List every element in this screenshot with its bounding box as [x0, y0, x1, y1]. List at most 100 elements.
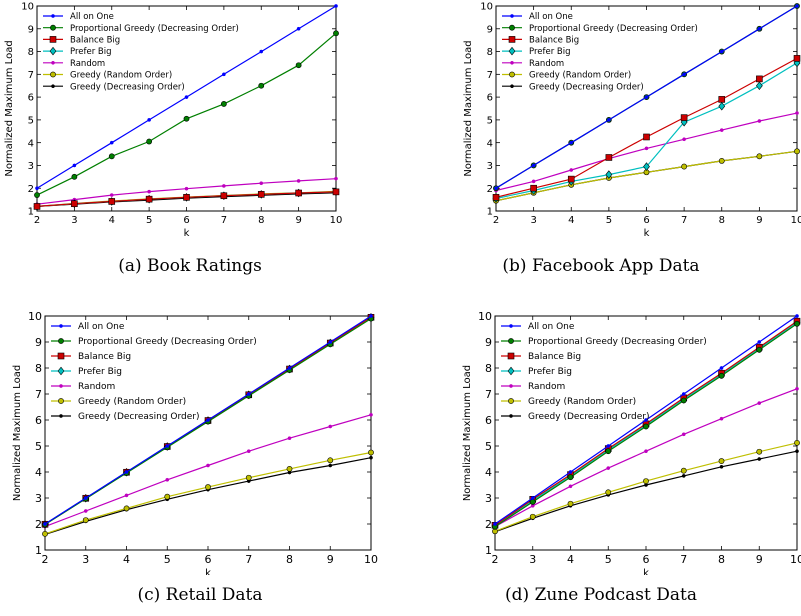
data-point — [755, 81, 763, 91]
data-point — [334, 4, 338, 8]
data-point — [719, 128, 724, 132]
chart-caption: (b) Facebook App Data — [502, 256, 700, 276]
y-axis-label: Normalized Maximum Load — [462, 365, 473, 501]
legend-marker — [57, 352, 65, 360]
legend-marker — [59, 414, 63, 418]
y-tick-label: 6 — [487, 93, 493, 104]
y-tick-label: 9 — [28, 24, 34, 35]
x-tick-label: 2 — [492, 553, 499, 566]
legend-marker — [507, 352, 515, 360]
data-point — [258, 82, 265, 89]
data-point — [795, 386, 799, 391]
data-point — [756, 346, 763, 353]
legend-entry: Greedy (Random Order) — [78, 397, 186, 407]
data-point — [567, 175, 575, 183]
x-axis-label: k — [643, 568, 649, 575]
legend-entry: All on One — [70, 12, 114, 22]
y-tick-label: 9 — [485, 336, 492, 349]
legend-entry: Greedy (Random Order) — [70, 71, 172, 81]
data-point — [680, 467, 687, 474]
data-point — [643, 423, 649, 430]
legend-entry: All on One — [529, 12, 573, 22]
data-point — [246, 392, 251, 396]
legend-entry: All on One — [528, 322, 575, 332]
data-point — [334, 176, 338, 181]
legend-entry: Proportional Greedy (Decreasing Order) — [528, 337, 707, 347]
data-point — [109, 140, 114, 145]
data-point — [328, 463, 333, 468]
legend-marker — [51, 14, 55, 18]
data-point — [568, 470, 573, 474]
y-tick-label: 10 — [480, 2, 493, 13]
x-tick-label: 5 — [605, 553, 612, 566]
data-point — [719, 416, 724, 421]
y-tick-label: 5 — [487, 115, 493, 126]
legend-marker — [58, 398, 64, 404]
data-point — [222, 72, 226, 77]
y-tick-label: 5 — [485, 440, 492, 453]
x-tick-label: 7 — [680, 553, 687, 566]
data-point — [206, 418, 210, 422]
x-tick-label: 8 — [258, 215, 264, 226]
x-tick-label: 4 — [109, 215, 115, 226]
y-tick-label: 7 — [35, 388, 42, 401]
legend-entry: Greedy (Decreasing Order) — [528, 412, 650, 422]
x-tick-label: 5 — [606, 215, 612, 226]
data-point — [567, 500, 574, 507]
data-point — [718, 96, 726, 103]
data-point — [757, 119, 762, 123]
legend-marker — [508, 338, 514, 344]
y-tick-label: 1 — [485, 544, 492, 557]
data-point — [368, 449, 374, 456]
x-tick-label: 4 — [123, 553, 130, 566]
data-point — [682, 72, 686, 77]
plot-frame — [494, 315, 798, 551]
legend-marker — [58, 338, 64, 344]
data-point — [757, 401, 762, 405]
x-tick-label: 5 — [164, 553, 171, 566]
data-point — [719, 464, 724, 469]
x-tick-label: 10 — [364, 553, 378, 566]
data-point — [605, 489, 612, 496]
data-point — [719, 49, 724, 54]
data-point — [35, 186, 39, 191]
y-tick-label: 4 — [28, 138, 34, 149]
y-tick-label: 8 — [487, 47, 493, 58]
legend-entry: Random — [529, 59, 564, 69]
data-point — [718, 101, 726, 111]
x-tick-label: 5 — [146, 215, 152, 226]
data-point — [124, 470, 129, 474]
y-tick-label: 5 — [28, 115, 34, 126]
data-point — [605, 448, 612, 455]
data-point — [795, 449, 799, 454]
data-point — [795, 4, 799, 8]
data-point — [795, 111, 799, 115]
y-tick-label: 10 — [478, 310, 492, 323]
data-point — [644, 418, 648, 422]
legend: All on One Proportional Greedy (Decreasin… — [43, 12, 239, 92]
data-point — [83, 496, 88, 500]
data-point — [184, 95, 189, 99]
y-tick-label: 3 — [487, 161, 493, 172]
legend-marker — [57, 366, 65, 376]
y-tick-label: 8 — [485, 362, 492, 375]
legend-marker — [509, 324, 513, 328]
x-tick-label: 7 — [221, 215, 227, 226]
series-0 — [35, 4, 338, 191]
chart-zune-podcast-data: 2 3 4 5 6 7 8 9 10 1 2 3 4 5 6 7 8 9 10 k Normalized Maximum… — [401, 305, 801, 616]
data-point — [33, 203, 41, 210]
data-point — [165, 444, 170, 448]
data-point — [220, 192, 228, 200]
data-point — [682, 137, 686, 142]
x-tick-label: 4 — [567, 553, 574, 566]
data-point — [530, 496, 535, 500]
series-1 — [34, 30, 339, 198]
legend-entry: Random — [78, 382, 115, 392]
data-point — [327, 457, 334, 464]
x-tick-label: 8 — [286, 553, 293, 566]
legend-entry: Greedy (Decreasing Order) — [529, 82, 644, 92]
y-tick-label: 1 — [487, 207, 493, 218]
legend: All on One Proportional Greedy (Decreasin… — [502, 12, 698, 92]
data-point — [328, 424, 333, 429]
